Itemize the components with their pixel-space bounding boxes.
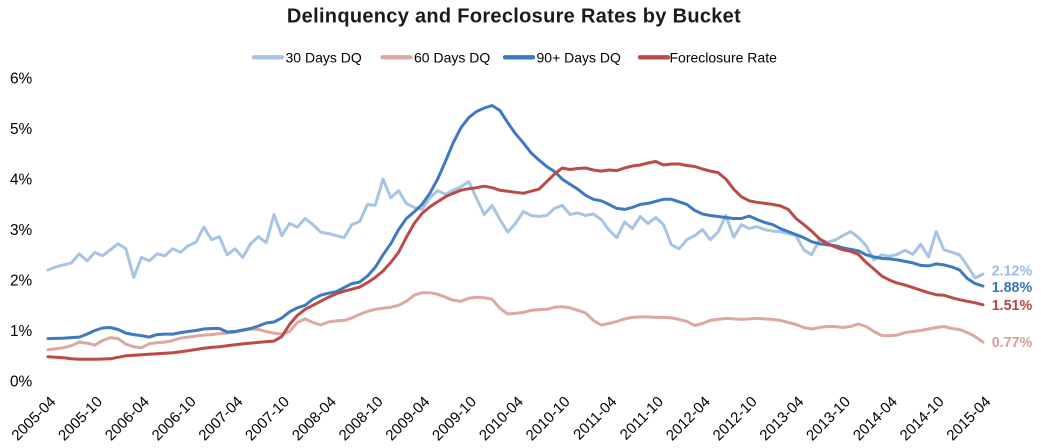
svg-text:6%: 6% bbox=[10, 71, 33, 88]
svg-text:30 Days DQ: 30 Days DQ bbox=[286, 50, 362, 66]
svg-text:1.51%: 1.51% bbox=[992, 298, 1033, 314]
svg-text:2.12%: 2.12% bbox=[992, 264, 1033, 280]
svg-text:60 Days DQ: 60 Days DQ bbox=[414, 50, 490, 66]
svg-text:5%: 5% bbox=[10, 121, 33, 138]
svg-text:1%: 1% bbox=[10, 323, 33, 340]
svg-text:0%: 0% bbox=[10, 373, 33, 390]
svg-text:3%: 3% bbox=[10, 222, 33, 239]
svg-text:4%: 4% bbox=[10, 172, 33, 189]
svg-text:2%: 2% bbox=[10, 273, 33, 290]
svg-text:Delinquency and Foreclosure Ra: Delinquency and Foreclosure Rates by Buc… bbox=[287, 6, 741, 28]
svg-text:Foreclosure Rate: Foreclosure Rate bbox=[670, 50, 778, 66]
svg-text:1.88%: 1.88% bbox=[992, 280, 1033, 296]
svg-text:0.77%: 0.77% bbox=[992, 335, 1033, 351]
svg-text:90+ Days DQ: 90+ Days DQ bbox=[537, 50, 622, 66]
